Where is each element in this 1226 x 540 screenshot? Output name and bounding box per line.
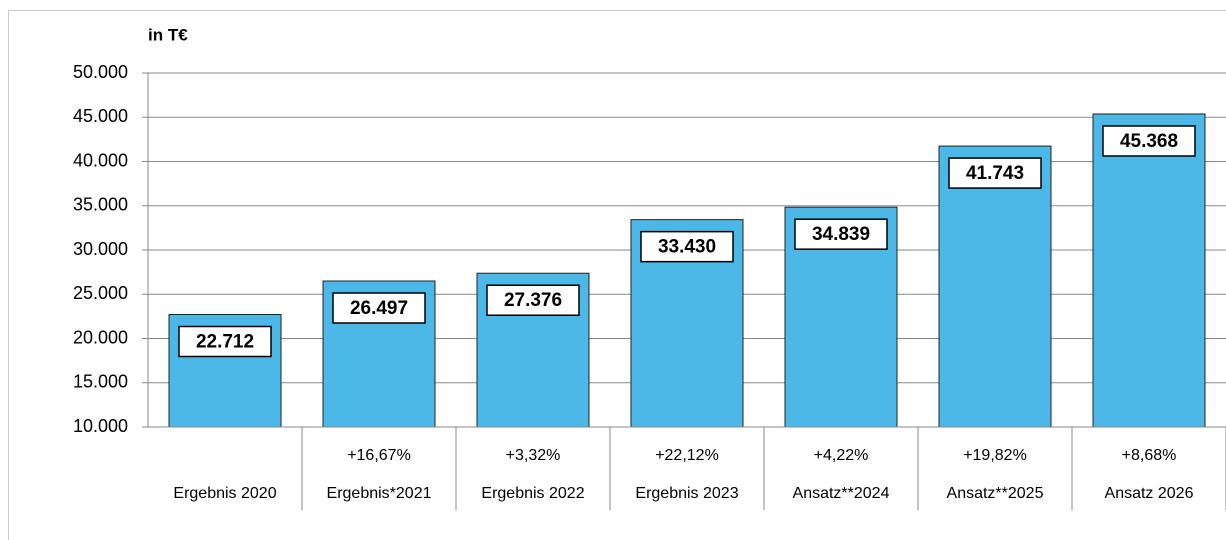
value-label: 45.368: [1120, 131, 1178, 152]
value-label-box: [486, 284, 580, 316]
growth-label: +19,82%: [963, 447, 1027, 464]
y-tick-label: 25.000: [73, 283, 128, 303]
value-label-box: [1102, 125, 1196, 157]
value-label: 27.376: [504, 290, 562, 311]
x-tick-label: Ansatz**2024: [793, 485, 890, 502]
value-label-box: [948, 157, 1042, 189]
y-tick-label: 30.000: [73, 239, 128, 259]
x-tick-label: Ergebnis*2021: [327, 485, 432, 502]
x-tick-label: Ergebnis 2023: [635, 485, 738, 502]
bar: [1092, 113, 1206, 428]
x-tick-label: Ergebnis 2022: [481, 485, 584, 502]
y-tick-label: 35.000: [73, 195, 128, 215]
growth-label: +8,68%: [1122, 447, 1177, 464]
x-tick-label: Ergebnis 2020: [173, 485, 276, 502]
y-tick-label: 40.000: [73, 150, 128, 170]
value-label-box: [332, 292, 426, 324]
frame: [8, 10, 1226, 540]
y-tick-label: 15.000: [73, 372, 128, 392]
value-label-box: [640, 230, 734, 263]
growth-label: +22,12%: [655, 447, 719, 464]
value-label-box: [178, 325, 272, 358]
growth-label: +4,22%: [814, 447, 869, 464]
y-tick-label: 20.000: [73, 327, 128, 347]
x-tick-label: Ansatz**2025: [947, 485, 1044, 502]
x-tick-label: Ansatz 2026: [1105, 485, 1194, 502]
value-label-box: [794, 218, 888, 250]
value-label: 33.430: [658, 237, 716, 258]
value-label: 34.839: [812, 224, 870, 245]
value-label: 26.497: [350, 298, 408, 319]
bar: [938, 145, 1052, 428]
value-label: 41.743: [966, 163, 1024, 184]
y-tick-label: 10.000: [73, 416, 128, 436]
growth-label: +16,67%: [347, 447, 411, 464]
value-label: 22.712: [196, 332, 254, 353]
y-tick-label: 50.000: [73, 62, 128, 82]
growth-label: +3,32%: [506, 447, 561, 464]
unit-label: in T€: [148, 25, 188, 44]
y-tick-label: 45.000: [73, 106, 128, 126]
